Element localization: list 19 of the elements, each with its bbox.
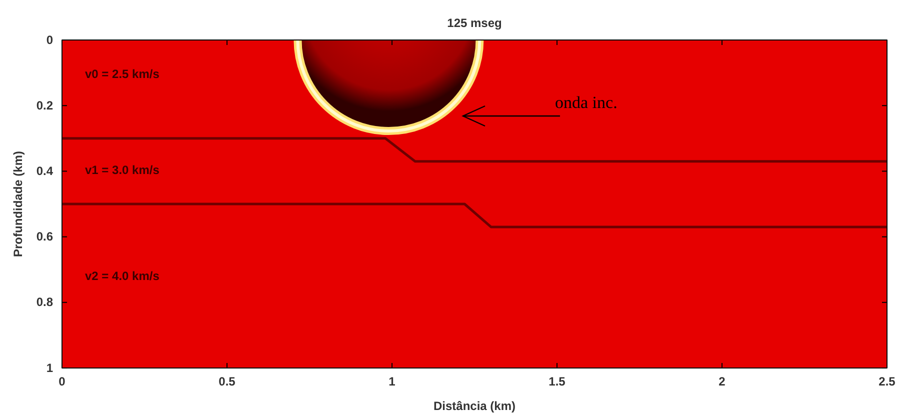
y-tick-label: 0.6 xyxy=(36,230,54,244)
annotation: v2 = 4.0 km/s xyxy=(85,269,160,284)
x-tick-label: 1.5 xyxy=(548,374,566,389)
x-tick-label: 2.5 xyxy=(878,374,896,389)
y-tick-label: 1 xyxy=(46,360,54,375)
x-tick-label: 2 xyxy=(718,374,726,389)
y-tick-label: 0.2 xyxy=(36,98,54,112)
y-tick-label: 0.8 xyxy=(36,295,54,310)
y-tick-label: 0.4 xyxy=(36,164,54,178)
x-tick-label: 1 xyxy=(388,374,396,389)
y-tick-label: 0 xyxy=(46,32,54,47)
x-tick-label: 0.5 xyxy=(218,374,236,389)
x-tick-label: 0 xyxy=(58,374,66,389)
y-axis-title: Profundidade (km) xyxy=(11,150,25,258)
x-axis-title: Distância (km) xyxy=(433,399,516,413)
annotation: v1 = 3.0 km/s xyxy=(85,163,160,178)
chart-title: 125 mseg xyxy=(447,16,502,30)
annotation: onda inc. xyxy=(555,93,618,112)
annotation: v0 = 2.5 km/s xyxy=(85,67,160,82)
